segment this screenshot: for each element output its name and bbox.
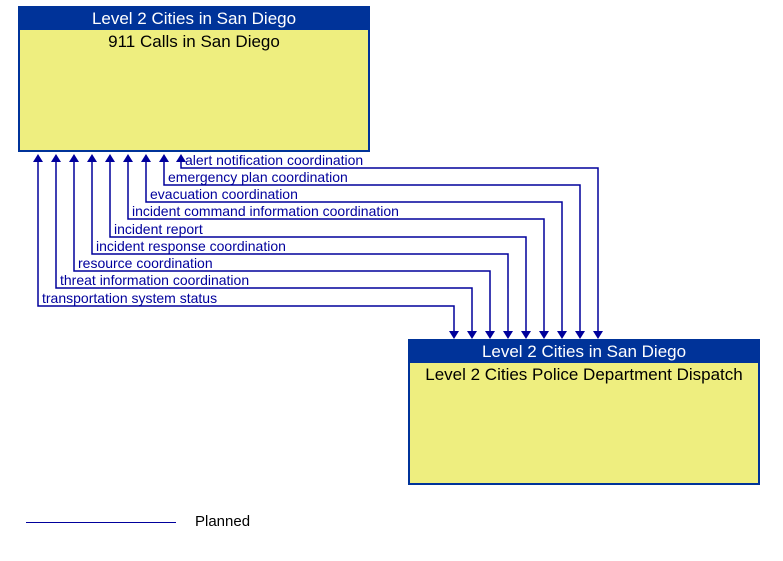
node-police-dispatch: Level 2 Cities in San Diego Level 2 Citi… <box>408 339 760 485</box>
legend-label: Planned <box>195 513 250 530</box>
node-911-calls-header: Level 2 Cities in San Diego <box>20 8 368 30</box>
flow-label: incident report <box>114 221 203 237</box>
node-911-calls-title: 911 Calls in San Diego <box>20 30 368 150</box>
flow-label: emergency plan coordination <box>168 169 348 185</box>
flow-label: incident command information coordinatio… <box>132 203 399 219</box>
node-911-calls: Level 2 Cities in San Diego 911 Calls in… <box>18 6 370 152</box>
flow-label: transportation system status <box>42 290 217 306</box>
node-police-dispatch-title: Level 2 Cities Police Department Dispatc… <box>410 363 758 483</box>
node-police-dispatch-header: Level 2 Cities in San Diego <box>410 341 758 363</box>
flow-label: resource coordination <box>78 255 213 271</box>
flow-label: alert notification coordination <box>185 152 363 168</box>
flow-label: threat information coordination <box>60 272 249 288</box>
flow-label: incident response coordination <box>96 238 286 254</box>
flow-label: evacuation coordination <box>150 186 298 202</box>
legend-line <box>26 522 176 523</box>
